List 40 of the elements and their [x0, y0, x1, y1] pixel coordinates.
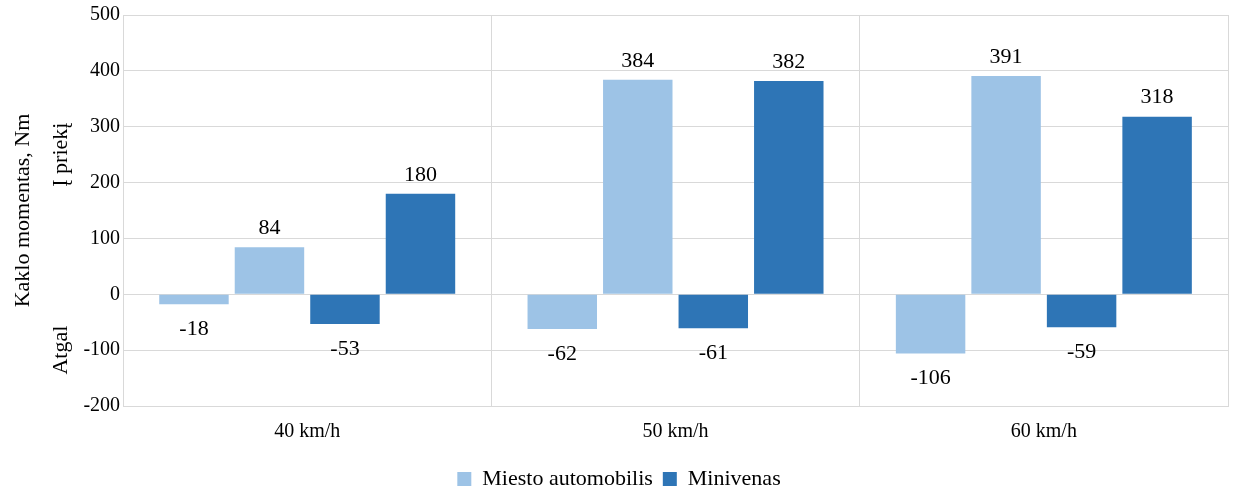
text: Į priekį — [46, 122, 72, 187]
data-label: 391 — [989, 42, 1023, 68]
y-tick-label: 200 — [90, 169, 121, 192]
data-label: -53 — [330, 334, 360, 360]
y-tick-label: 0 — [110, 281, 121, 304]
bar — [527, 294, 598, 329]
legend-label: Minivenas — [687, 464, 781, 490]
bar — [310, 294, 380, 324]
legend-label: Miesto automobilis — [482, 464, 653, 490]
data-label: -106 — [910, 364, 951, 390]
x-tick-label: 60 km/h — [1010, 419, 1077, 442]
y-tick-label: -100 — [83, 337, 121, 360]
bar — [754, 80, 824, 294]
data-label: -18 — [179, 315, 209, 341]
bar — [895, 294, 966, 354]
bar — [603, 79, 673, 294]
y-tick-label: -200 — [83, 393, 121, 416]
y-tick-label: 400 — [90, 58, 121, 81]
text: Atgal — [46, 325, 72, 375]
data-label: 382 — [772, 47, 806, 73]
bar — [159, 294, 229, 305]
data-label: 84 — [258, 214, 281, 240]
bar — [1122, 116, 1192, 294]
y-tick-label: 100 — [90, 225, 121, 248]
bar — [234, 247, 305, 294]
data-label: 384 — [621, 46, 655, 72]
data-label: -59 — [1066, 338, 1097, 364]
data-label: -62 — [547, 339, 577, 365]
y-axis-title: Kaklo momentas, Nm — [8, 113, 34, 308]
y-tick-label: 300 — [90, 113, 121, 136]
bar — [971, 75, 1041, 294]
x-tick-label: 40 km/h — [274, 419, 341, 442]
bar — [385, 193, 456, 294]
x-tick-label: 50 km/h — [642, 419, 709, 442]
data-label: 318 — [1140, 83, 1174, 109]
bar — [678, 294, 749, 329]
y-tick-label: 500 — [90, 2, 121, 25]
bar — [1046, 294, 1117, 328]
data-label: -61 — [698, 339, 728, 365]
data-label: 180 — [403, 160, 437, 186]
